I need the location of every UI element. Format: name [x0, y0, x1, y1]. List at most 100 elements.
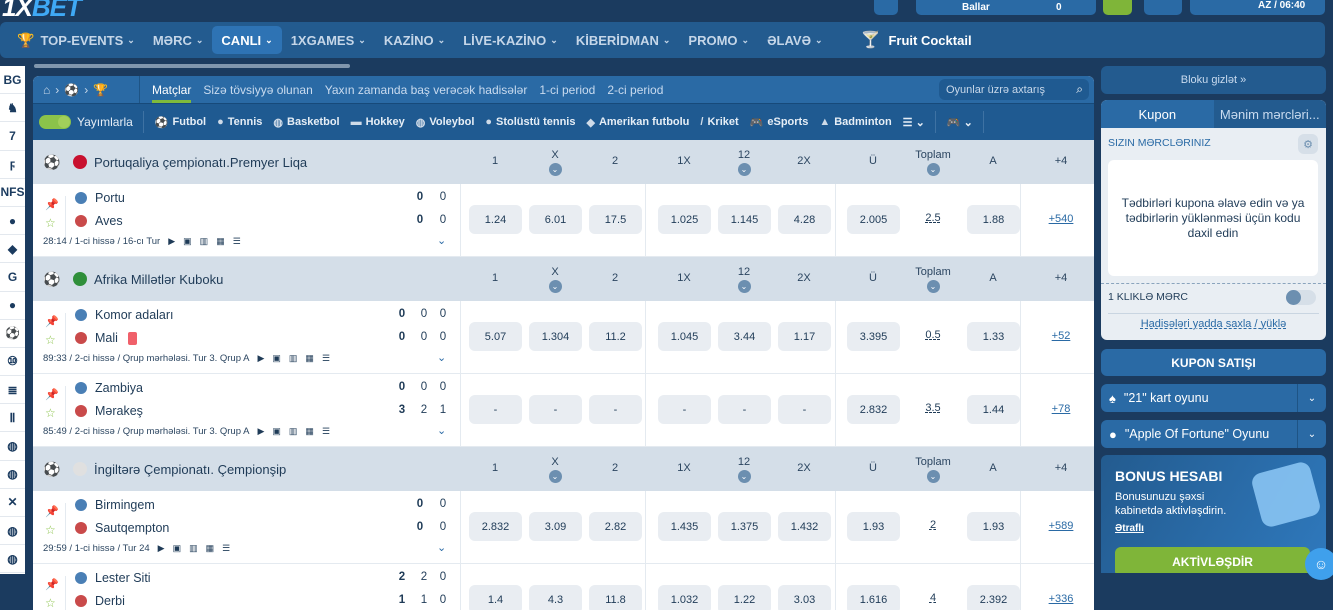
odds-button[interactable]: 1.145 — [718, 205, 771, 234]
sport-tab[interactable]: ● Stolüstü tennis — [485, 116, 575, 129]
more-sports-menu[interactable]: ☰ ⌄ — [902, 116, 925, 129]
list-icon[interactable]: ☰ — [321, 353, 331, 363]
deposit-button[interactable] — [1103, 0, 1132, 15]
sport-shortcut-icon[interactable]: BG — [0, 66, 25, 95]
streams-toggle[interactable] — [39, 115, 71, 129]
odds-button[interactable]: - — [589, 395, 642, 424]
activate-bonus-button[interactable]: AKTİVLƏŞDİR — [1115, 547, 1310, 573]
sport-tab[interactable]: ◍ Basketbol — [273, 116, 339, 129]
chevron-down-icon[interactable]: ⌄ — [926, 280, 940, 293]
more-markets-link[interactable]: +78 — [1051, 403, 1071, 415]
bonus-more-link[interactable]: Ətraflı — [1115, 523, 1144, 534]
sport-shortcut-icon[interactable]: ✕ — [0, 489, 25, 517]
chevron-down-icon[interactable]: ⌄ — [548, 280, 562, 293]
pin-icon[interactable]: 📌 — [45, 199, 59, 211]
team[interactable]: Sautqempton — [75, 521, 169, 535]
league-header[interactable]: ⚽ Afrika Millətlər Kuboku 1 X ⌄ 2 1X 12 ⌄ 2X Ü Topl… — [33, 257, 1094, 301]
game-21-button[interactable]: ♠ "21" kart oyunu ⌄ — [1101, 384, 1326, 412]
sport-shortcut-icon[interactable]: G — [0, 263, 25, 292]
team[interactable]: Portu — [75, 191, 125, 205]
odds-button[interactable]: 1.33 — [967, 322, 1020, 351]
star-icon[interactable]: ☆ — [45, 523, 56, 537]
stats-icon[interactable]: ▥ — [288, 353, 298, 363]
tab-3[interactable]: 1-ci period — [539, 82, 596, 97]
star-icon[interactable]: ☆ — [45, 406, 56, 420]
chevron-down-icon[interactable]: ⌄ — [437, 352, 447, 364]
odds-button[interactable]: 1.4 — [469, 585, 522, 610]
sport-shortcut-icon[interactable]: ◆ — [0, 235, 25, 264]
column-header[interactable]: 12 ⌄ — [719, 456, 769, 483]
nav-item-5[interactable]: LİVE-KAZİNO ⌄ — [454, 26, 567, 54]
tab-my-bets[interactable]: Mənim mərcləri... — [1213, 100, 1326, 128]
sport-shortcut-icon[interactable]: ⑩ — [0, 348, 25, 377]
odds-button[interactable]: 1.025 — [658, 205, 711, 234]
game-apple-of-fortune-button[interactable]: ● "Apple Of Fortune" Oyunu ⌄ — [1101, 420, 1326, 448]
odds-button[interactable]: 2.832 — [469, 512, 522, 541]
sport-tab[interactable]: ⚽ Futbol — [155, 116, 206, 129]
tab-coupon[interactable]: Kupon — [1101, 100, 1214, 128]
tab-0[interactable]: Matçlar — [152, 76, 192, 103]
sport-shortcut-icon[interactable]: ◍ — [0, 432, 25, 461]
stats-icon[interactable]: ▥ — [189, 543, 198, 553]
horizontal-scrollbar[interactable] — [34, 64, 350, 68]
odds-button[interactable]: 1.44 — [967, 395, 1020, 424]
odds-button[interactable]: 2.82 — [589, 512, 642, 541]
pin-icon[interactable]: 📌 — [45, 316, 59, 328]
coupon-sale-button[interactable]: KUPON SATIŞI — [1101, 349, 1326, 376]
chevron-down-icon[interactable]: ⌄ — [1297, 420, 1326, 448]
nav-item-3[interactable]: 1XGAMES ⌄ — [282, 26, 375, 54]
odds-button[interactable]: 5.07 — [469, 322, 522, 351]
field-icon[interactable]: ▣ — [272, 353, 281, 363]
sport-shortcut-icon[interactable]: ◍ — [0, 461, 25, 489]
league-header[interactable]: ⚽ Portuqaliya çempionatı.Premyer Liqa 1 X ⌄ 2… — [33, 140, 1094, 184]
column-header[interactable]: X ⌄ — [530, 149, 580, 176]
team[interactable]: Mali — [75, 331, 137, 345]
support-chat-button[interactable]: ☺ — [1305, 548, 1333, 580]
column-header[interactable]: Toplam ⌄ — [908, 456, 958, 483]
sport-tab[interactable]: ◍ Voleybol — [416, 116, 475, 129]
chart-icon[interactable]: ▦ — [305, 353, 314, 363]
sport-shortcut-icon[interactable]: Ⅱ — [0, 404, 25, 433]
list-icon[interactable]: ☰ — [222, 543, 231, 553]
settings-language[interactable]: AZ / 06:40 — [1190, 0, 1325, 15]
nav-item-4[interactable]: KAZİNO ⌄ — [375, 26, 454, 54]
column-header[interactable]: X ⌄ — [530, 266, 580, 293]
chevron-down-icon[interactable]: ⌄ — [437, 542, 447, 554]
gift-button[interactable] — [874, 0, 898, 15]
sport-shortcut-icon[interactable]: ◍ — [0, 517, 25, 546]
sport-shortcut-icon[interactable]: ⚽ — [0, 320, 25, 348]
odds-button[interactable]: 6.01 — [529, 205, 582, 234]
nav-featured-game[interactable]: 🍸 Fruit Cocktail — [852, 26, 981, 54]
esports-games-menu[interactable]: 🎮 ⌄ — [946, 116, 973, 129]
field-icon[interactable]: ▣ — [272, 426, 281, 436]
column-header[interactable]: Toplam ⌄ — [908, 266, 958, 293]
team[interactable]: Zambiya — [75, 381, 143, 395]
trophy-icon[interactable]: 🏆 — [93, 82, 109, 97]
sport-tab[interactable]: ▲ Badminton — [819, 116, 891, 129]
search-input[interactable]: Oyunlar üzrə axtarış ⌕ — [939, 79, 1089, 100]
pin-icon[interactable]: 📌 — [45, 389, 59, 401]
video-icon[interactable]: ▶ — [168, 236, 176, 246]
odds-button[interactable]: 2.832 — [847, 395, 900, 424]
odds-button[interactable]: 4.28 — [778, 205, 831, 234]
video-icon[interactable]: ▶ — [257, 426, 265, 436]
logo[interactable]: 1XBET — [2, 0, 82, 22]
sport-shortcut-icon[interactable]: 7 — [0, 122, 25, 151]
sport-shortcut-icon[interactable]: ≣ — [0, 376, 25, 405]
odds-button[interactable]: - — [718, 395, 771, 424]
video-icon[interactable]: ▶ — [157, 543, 165, 553]
sport-tab[interactable]: ◆ Amerikan futbolu — [586, 116, 689, 129]
odds-button[interactable]: 3.03 — [778, 585, 831, 610]
team[interactable]: Lester Siti — [75, 571, 151, 585]
odds-button[interactable]: 4.3 — [529, 585, 582, 610]
chart-icon[interactable]: ▦ — [216, 236, 225, 246]
balance-widget[interactable]: Ballar 0 — [916, 0, 1096, 15]
odds-button[interactable]: 2.392 — [967, 585, 1020, 610]
odds-button[interactable]: 1.616 — [847, 585, 900, 610]
odds-button[interactable]: 1.032 — [658, 585, 711, 610]
star-icon[interactable]: ☆ — [45, 216, 56, 230]
team[interactable]: Mərakeş — [75, 404, 143, 418]
team[interactable]: Birmingem — [75, 498, 155, 512]
odds-button[interactable]: 11.2 — [589, 322, 642, 351]
sport-shortcut-icon[interactable]: ◍ — [0, 545, 25, 574]
